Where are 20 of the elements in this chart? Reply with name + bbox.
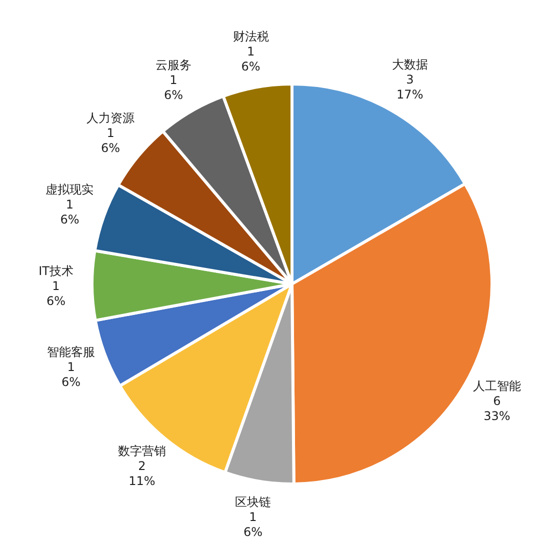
data-label: 3 17% (396, 72, 424, 102)
slice-label: 人力资源 (86, 111, 135, 126)
slice-label: 数字营销 (118, 444, 166, 458)
data-label: 1 6% (101, 126, 120, 156)
data-label: 2 11% (128, 459, 156, 488)
slice-label: IT技术 (38, 264, 74, 278)
slice-label: 云服务 (155, 58, 192, 72)
data-label: 1 6% (243, 510, 263, 539)
slice-label: 虚拟现实 (46, 182, 94, 197)
data-label: 1 6% (60, 198, 80, 227)
slice-label: 人工智能 (472, 378, 521, 393)
data-label: 1 6% (241, 44, 260, 74)
slice-label: 区块链 (235, 494, 271, 509)
slice-label: 智能客服 (47, 344, 96, 359)
data-label: 6 33% (484, 394, 510, 423)
slice-label: 财法税 (232, 30, 269, 44)
data-label: 1 6% (46, 278, 66, 308)
data-label: 1 6% (164, 72, 183, 102)
data-label: 1 6% (61, 360, 81, 389)
slice-label: 大数据 (392, 58, 428, 72)
